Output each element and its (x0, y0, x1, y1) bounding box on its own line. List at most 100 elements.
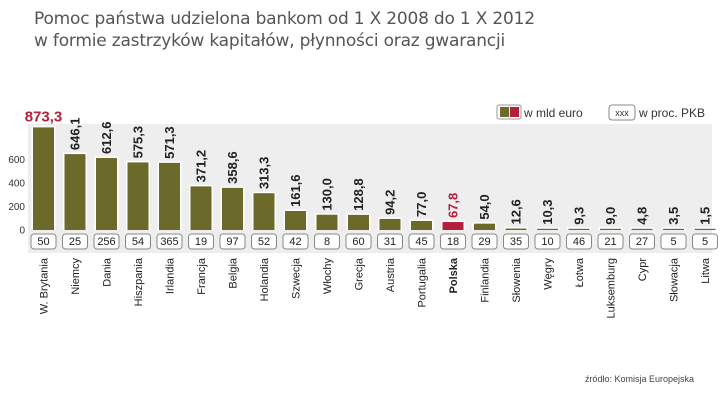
pkb-box (93, 233, 120, 250)
category-label: Belgia (228, 257, 240, 288)
value-label: 128,8 (351, 178, 366, 211)
bar-frame (535, 227, 560, 230)
pkb-value: 25 (69, 236, 81, 248)
pkb-box (62, 233, 88, 250)
category-label: Luksemburg (606, 258, 618, 319)
source-note: źródło: Komisja Europejska (584, 374, 694, 384)
y-tick-label: 200 (8, 202, 25, 213)
value-label: 313,3 (257, 157, 272, 190)
pkb-box (377, 233, 403, 250)
category-label: Litwa (700, 257, 712, 284)
legend-swatch-olive (500, 107, 509, 117)
legend-pkb-label: w proc. PKB (638, 106, 705, 120)
pkb-box (30, 233, 57, 250)
value-label: 130,0 (320, 178, 335, 211)
pkb-box (125, 233, 151, 250)
pkb-box (629, 233, 655, 250)
value-label: 612,6 (99, 121, 114, 154)
pkb-value: 18 (447, 236, 459, 248)
pkb-box (188, 233, 214, 250)
category-label: Słowacja (669, 257, 681, 302)
value-label: 371,2 (194, 150, 209, 183)
category-label: Szwecja (291, 257, 303, 299)
category-label: Grecja (354, 257, 366, 290)
bar (33, 127, 54, 230)
legend-mld-label: w mld euro (523, 106, 583, 120)
category-label: Austria (385, 257, 397, 292)
pkb-value: 21 (604, 236, 616, 248)
pkb-value: 50 (37, 236, 49, 248)
bar (64, 154, 86, 230)
pkb-value: 365 (160, 236, 178, 248)
chart-title: Pomoc państwa udzielona bankom od 1 X 20… (34, 8, 535, 52)
value-label: 10,3 (540, 199, 555, 224)
pkb-value: 8 (324, 236, 330, 248)
pkb-row: 50 25 256 54 365 19 97 52 42 8 60 31 45 18 29 35 10 46 21 2… (30, 233, 718, 250)
bar-frame (693, 227, 717, 230)
pkb-value: 52 (258, 236, 270, 248)
bar (253, 193, 275, 230)
bar (316, 214, 338, 230)
value-label: 12,6 (509, 199, 524, 224)
bar (694, 228, 716, 230)
bar (127, 162, 149, 230)
bar (411, 220, 432, 230)
value-label: 575,3 (131, 126, 146, 159)
pkb-value: 256 (97, 236, 115, 248)
pkb-value: 35 (510, 236, 522, 248)
pkb-value: 46 (573, 236, 585, 248)
title-line-2: w formie zastrzyków kapitałów, płynności… (34, 31, 506, 51)
bar (159, 162, 180, 230)
bar (190, 186, 212, 230)
pkb-value: 31 (384, 236, 396, 248)
bar-frame (661, 227, 686, 230)
bar-frame (630, 227, 654, 230)
category-label: Łotwa (574, 257, 586, 287)
pkb-box (597, 233, 624, 250)
pkb-box (660, 233, 687, 250)
value-label: 94,2 (383, 190, 398, 215)
category-label: Słowenia (511, 257, 523, 303)
pkb-value: 10 (541, 236, 553, 248)
bar (537, 228, 558, 230)
legend-swatch-red (510, 107, 519, 117)
pkb-box (314, 233, 340, 250)
y-tick-label: 400 (8, 179, 25, 190)
value-label: 9,0 (603, 207, 618, 225)
category-label: Dania (102, 257, 114, 287)
bar-frame (504, 227, 528, 230)
bar (505, 228, 527, 230)
pkb-value: 97 (226, 236, 238, 248)
category-label: Węgry (543, 258, 555, 290)
pkb-value: 19 (195, 236, 207, 248)
pkb-box (440, 233, 466, 250)
pkb-box (503, 233, 529, 250)
category-label: Polska (448, 257, 460, 293)
x-axis-labels: W. Brytania Niemcy Dania Hiszpania Irlandia F… (39, 257, 713, 318)
pkb-box (566, 233, 592, 250)
pkb-box (692, 233, 718, 250)
pkb-box (534, 233, 561, 250)
category-label: Hiszpania (133, 257, 145, 306)
bar (600, 228, 621, 230)
value-label: 67,8 (446, 193, 461, 218)
category-label: Francja (196, 257, 208, 295)
bar (348, 214, 369, 230)
bar-frame (567, 227, 591, 230)
bar (568, 228, 590, 230)
bar (222, 187, 243, 230)
category-label: Irlandia (165, 257, 177, 294)
pkb-box (471, 233, 498, 250)
pkb-box (251, 233, 277, 250)
pkb-box (408, 233, 435, 250)
category-label: Włochy (322, 258, 334, 295)
pkb-value: 5 (670, 236, 676, 248)
pkb-value: 60 (352, 236, 364, 248)
pkb-box (219, 233, 246, 250)
pkb-value: 54 (132, 236, 144, 248)
y-tick-label: 600 (8, 155, 25, 166)
bars-group: 873,3 646,1 612,6 575,3 571,3 371,2 358,6 313,3… (25, 108, 717, 230)
value-label: 4,8 (635, 207, 650, 225)
bar (285, 211, 306, 230)
pkb-value: 45 (415, 236, 427, 248)
